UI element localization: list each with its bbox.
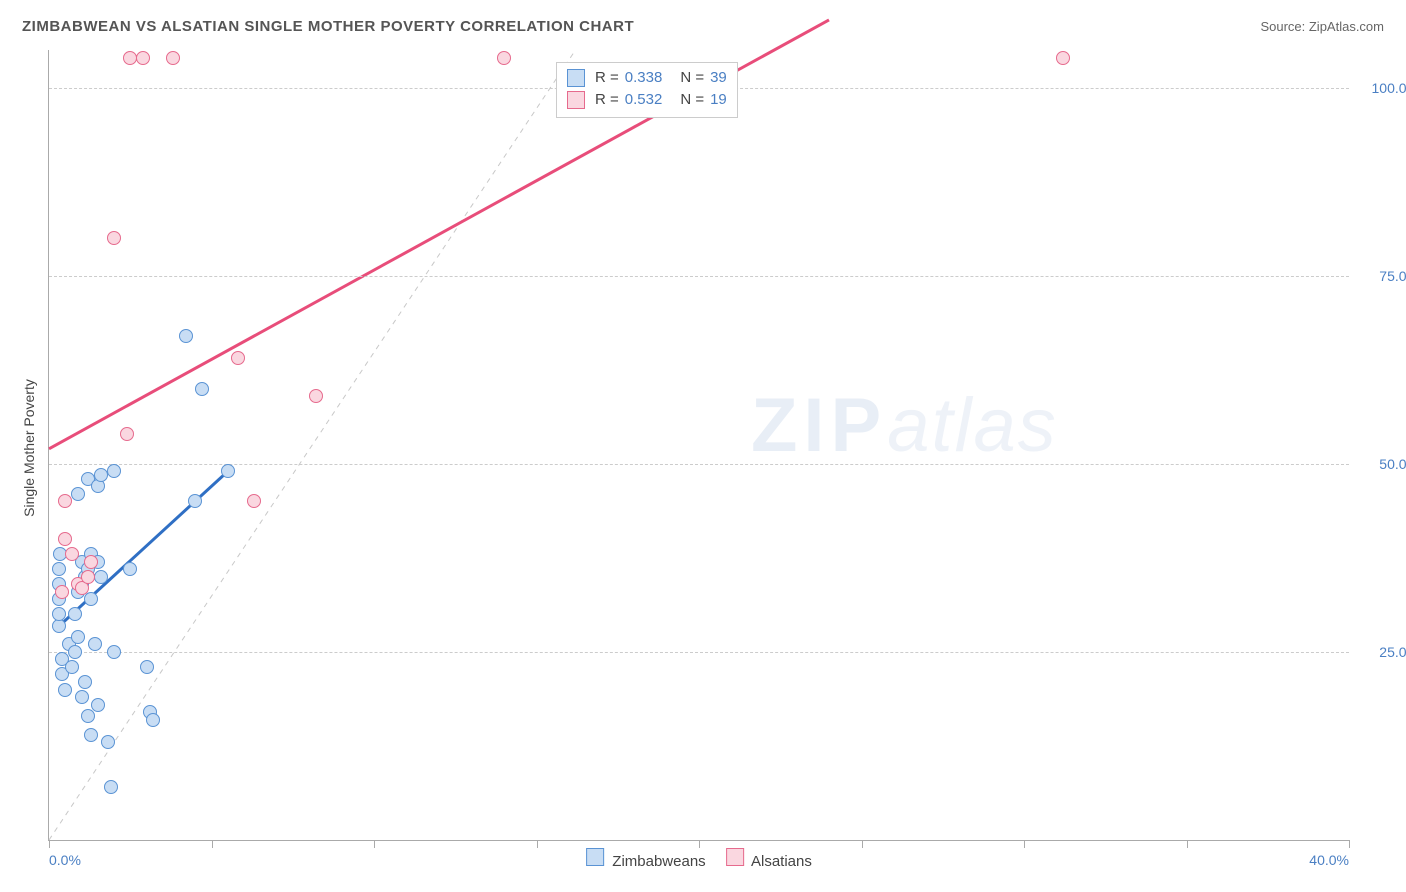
x-tick: [1349, 840, 1350, 848]
scatter-point: [497, 51, 511, 65]
x-tick: [862, 840, 863, 848]
x-tick: [537, 840, 538, 848]
scatter-point: [107, 645, 121, 659]
scatter-point: [166, 51, 180, 65]
scatter-point: [140, 660, 154, 674]
scatter-point: [75, 690, 89, 704]
legend-item: Zimbabweans: [586, 848, 706, 870]
scatter-point: [146, 713, 160, 727]
scatter-point: [81, 570, 95, 584]
scatter-point: [91, 698, 105, 712]
scatter-point: [84, 728, 98, 742]
scatter-point: [52, 607, 66, 621]
scatter-point: [101, 735, 115, 749]
y-tick-label: 100.0%: [1359, 80, 1406, 96]
legend-swatch: [567, 69, 585, 87]
scatter-point: [68, 607, 82, 621]
legend-item: Alsatians: [726, 848, 812, 870]
scatter-point: [247, 494, 261, 508]
scatter-point: [1056, 51, 1070, 65]
y-tick-label: 25.0%: [1359, 644, 1406, 660]
scatter-point: [55, 585, 69, 599]
legend-swatch: [567, 91, 585, 109]
x-tick: [49, 840, 50, 848]
scatter-point: [221, 464, 235, 478]
scatter-point: [179, 329, 193, 343]
scatter-point: [123, 51, 137, 65]
scatter-point: [195, 382, 209, 396]
scatter-point: [120, 427, 134, 441]
source-label: Source: ZipAtlas.com: [1260, 19, 1384, 34]
scatter-point: [71, 630, 85, 644]
scatter-point: [81, 709, 95, 723]
grid-line: [49, 652, 1349, 653]
x-tick-label: 40.0%: [1309, 852, 1349, 868]
legend-swatch: [726, 848, 744, 866]
y-tick-label: 75.0%: [1359, 268, 1406, 284]
grid-line: [49, 276, 1349, 277]
x-tick-label: 0.0%: [49, 852, 81, 868]
grid-line: [49, 464, 1349, 465]
scatter-point: [231, 351, 245, 365]
y-tick-label: 50.0%: [1359, 456, 1406, 472]
scatter-point: [84, 592, 98, 606]
trend-lines: [49, 50, 1349, 840]
x-tick: [699, 840, 700, 848]
stats-box: R = 0.338N = 39R = 0.532N = 19: [556, 62, 738, 118]
scatter-point: [68, 645, 82, 659]
scatter-point: [65, 660, 79, 674]
scatter-point: [136, 51, 150, 65]
stats-row: R = 0.532N = 19: [567, 89, 727, 111]
scatter-point: [58, 494, 72, 508]
scatter-point: [58, 683, 72, 697]
x-tick: [374, 840, 375, 848]
scatter-point: [88, 637, 102, 651]
stats-row: R = 0.338N = 39: [567, 67, 727, 89]
scatter-point: [309, 389, 323, 403]
scatter-point: [188, 494, 202, 508]
scatter-point: [58, 532, 72, 546]
chart-title: ZIMBABWEAN VS ALSATIAN SINGLE MOTHER POV…: [22, 18, 634, 35]
scatter-point: [94, 570, 108, 584]
scatter-point: [65, 547, 79, 561]
scatter-point: [78, 675, 92, 689]
legend-swatch: [586, 848, 604, 866]
legend: Zimbabweans Alsatians: [586, 848, 812, 870]
x-tick: [1024, 840, 1025, 848]
y-axis-title: Single Mother Poverty: [21, 379, 37, 517]
scatter-point: [107, 464, 121, 478]
scatter-point: [123, 562, 137, 576]
x-tick: [1187, 840, 1188, 848]
scatter-point: [71, 487, 85, 501]
plot-area: ZIPatlas 25.0%50.0%75.0%100.0%0.0%40.0%R…: [48, 50, 1349, 841]
x-tick: [212, 840, 213, 848]
scatter-point: [52, 562, 66, 576]
scatter-point: [94, 468, 108, 482]
scatter-point: [107, 231, 121, 245]
scatter-point: [104, 780, 118, 794]
scatter-point: [84, 555, 98, 569]
